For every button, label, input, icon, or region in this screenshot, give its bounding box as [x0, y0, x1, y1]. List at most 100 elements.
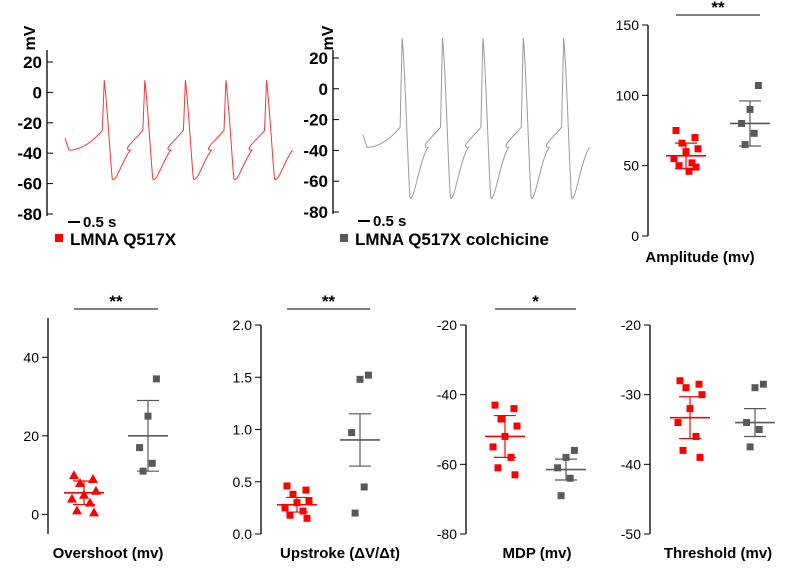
data-point [152, 375, 160, 383]
y-tick-label: 1.5 [233, 369, 253, 385]
data-point [694, 145, 702, 153]
y-tick-label: -80 [437, 526, 457, 542]
data-point [685, 167, 693, 175]
square-icon [340, 234, 348, 242]
data-point [510, 405, 518, 413]
data-point [688, 159, 696, 167]
data-point [672, 127, 680, 134]
data-point [511, 471, 519, 479]
y-tick-label: -20 [17, 114, 42, 133]
x-axis-label: Overshoot (mv) [53, 545, 164, 562]
y-tick-label: 0 [319, 80, 328, 99]
data-point [289, 490, 297, 498]
significance-label: * [532, 292, 539, 311]
legend-label: LMNA Q517X [70, 230, 177, 249]
y-tick-label: 2.0 [233, 317, 253, 333]
significance-label: ** [322, 292, 336, 311]
data-point [691, 134, 699, 142]
data-point [682, 384, 690, 392]
data-point [679, 446, 687, 454]
y-tick-label: -80 [17, 205, 42, 224]
data-point [351, 509, 359, 517]
y-tick-label: -40 [437, 387, 457, 403]
data-point [566, 474, 574, 482]
data-point [497, 415, 505, 423]
y-tick-label: -40 [621, 456, 641, 472]
y-tick-label: 0 [33, 83, 42, 102]
data-point [557, 492, 565, 500]
y-tick-label: 50 [623, 158, 639, 174]
y-axis-unit: mV [22, 25, 39, 50]
data-point [750, 129, 758, 137]
chart-amplitude: 0 50 100 150 ** Amplitude (mv) [616, 0, 770, 266]
y-tick-label: -60 [17, 175, 42, 194]
chart-mdp: -20 -40 -60 -80 * MDP (mv) [437, 292, 586, 562]
data-point [494, 464, 502, 472]
y-tick-label: -60 [437, 456, 457, 472]
data-point [695, 380, 703, 388]
data-point [303, 514, 311, 522]
data-point [696, 453, 704, 461]
legend-label: LMNA Q517X colchicine [355, 230, 549, 249]
data-point [675, 162, 683, 170]
chart-overshoot: 0 20 40 ** Overshoot (mv) [23, 292, 168, 562]
y-axis-unit: mV [320, 25, 337, 50]
y-tick-label: -40 [303, 141, 328, 160]
y-tick-label: 100 [616, 87, 640, 103]
data-point [759, 380, 767, 388]
chart-upstroke: 0.0 0.5 1.0 1.5 2.0 ** Upstroke (ΔV/Δt) [233, 292, 400, 562]
data-point [674, 419, 682, 427]
y-tick-label: 40 [23, 349, 39, 365]
y-tick-label: 1.0 [233, 422, 253, 438]
data-point [676, 377, 684, 385]
data-point [148, 459, 156, 467]
y-tick-label: -40 [17, 144, 42, 163]
y-tick-label: 0.0 [233, 526, 253, 542]
data-point [491, 401, 499, 409]
data-point [305, 497, 313, 505]
y-tick-label: 0 [631, 228, 639, 244]
data-point [562, 453, 570, 461]
data-point [136, 444, 144, 452]
y-tick-label: 20 [309, 49, 328, 68]
data-point [698, 391, 706, 399]
data-point [746, 443, 754, 451]
y-tick-label: -20 [621, 317, 641, 333]
y-tick-label: -20 [437, 317, 457, 333]
data-point [489, 443, 497, 451]
data-point [751, 384, 759, 392]
data-point [299, 507, 307, 515]
data-point [360, 483, 368, 491]
y-tick-label: 0 [31, 506, 39, 522]
y-tick-label: -20 [303, 111, 328, 130]
y-tick-label: -80 [303, 203, 328, 222]
data-point [741, 141, 749, 149]
data-point [88, 474, 98, 484]
y-tick-label: -60 [303, 172, 328, 191]
data-point [754, 81, 762, 89]
data-point [89, 507, 99, 517]
data-point [570, 446, 578, 454]
significance-label: ** [109, 292, 123, 311]
data-point [286, 511, 294, 519]
data-point [755, 426, 763, 433]
x-axis-label: MDP (mv) [503, 545, 572, 562]
data-point [69, 470, 79, 480]
y-tick-label: 0.5 [233, 474, 253, 490]
data-point [348, 429, 356, 437]
x-axis-label: Amplitude (mv) [645, 249, 754, 266]
data-point [692, 432, 700, 440]
voltage-trace [64, 80, 293, 180]
data-point [283, 482, 291, 490]
data-point [513, 422, 521, 430]
data-point [692, 163, 700, 171]
data-point [356, 375, 364, 383]
data-point [670, 155, 678, 163]
data-point [72, 505, 82, 515]
y-tick-label: 20 [23, 428, 39, 444]
data-point [281, 504, 289, 512]
y-tick-label: -50 [621, 526, 641, 542]
